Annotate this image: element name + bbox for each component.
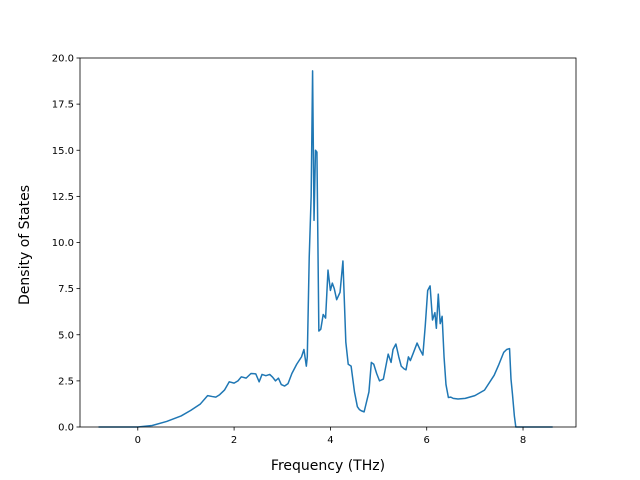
x-tick-label: 8 [520,435,526,446]
x-tick-label: 6 [424,435,430,446]
y-tick-label: 20.0 [52,54,74,65]
x-tick-label: 2 [231,435,237,446]
x-tick-label: 4 [327,435,333,446]
y-tick-label: 2.5 [58,376,74,387]
y-tick-label: 15.0 [52,146,74,157]
y-tick-label: 10.0 [52,238,74,249]
y-axis-ticks: 0.0 2.5 5.0 7.5 10.0 12.5 15.0 17.5 20.0 [52,54,80,434]
dos-series-line [98,70,553,428]
y-tick-label: 0.0 [58,423,74,434]
y-axis-label: Density of States [17,185,33,305]
x-tick-label: 0 [135,435,141,446]
x-axis-ticks: 0 2 4 6 8 [135,427,526,446]
y-tick-label: 17.5 [52,100,74,111]
y-tick-label: 12.5 [52,192,74,203]
y-tick-label: 7.5 [58,284,74,295]
x-axis-label: Frequency (THz) [271,458,385,474]
y-tick-label: 5.0 [58,330,74,341]
